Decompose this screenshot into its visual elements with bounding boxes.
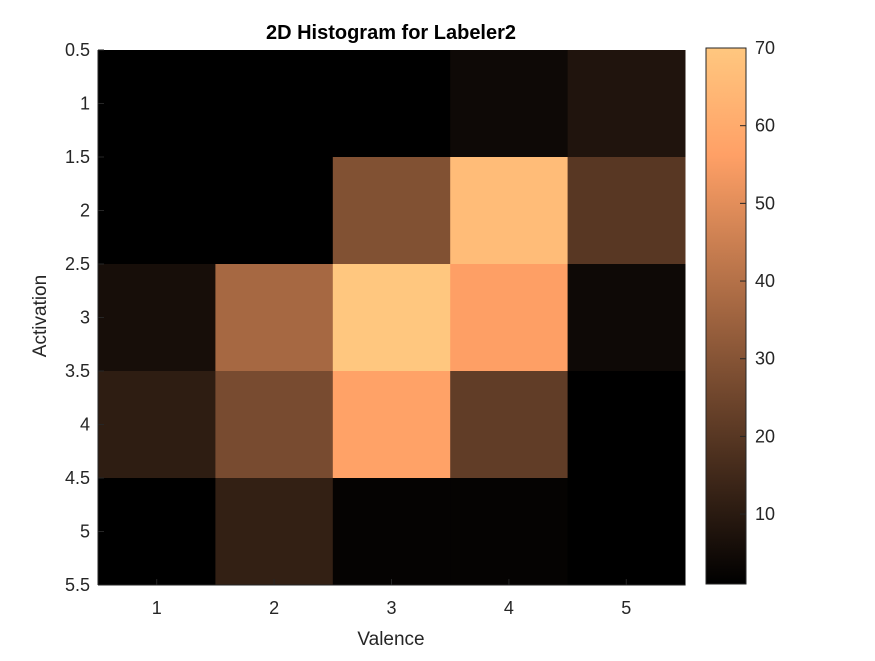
heatmap-cell: [332, 50, 451, 158]
heatmap-cell: [332, 157, 451, 265]
heatmap-cell: [567, 157, 686, 265]
colorbar-tick-label: 30: [755, 349, 775, 369]
y-tick-label: 2.5: [65, 254, 90, 274]
colorbar-tick-label: 70: [755, 38, 775, 58]
y-tick-label: 1: [80, 94, 90, 114]
x-tick-label: 4: [504, 598, 514, 618]
y-tick-label: 3: [80, 308, 90, 328]
colorbar-tick-label: 60: [755, 116, 775, 136]
heatmap-cell: [98, 371, 216, 479]
colorbar-tick-label: 10: [755, 504, 775, 524]
y-tick-label: 1.5: [65, 147, 90, 167]
chart-title: 2D Histogram for Labeler2: [266, 22, 516, 44]
heatmap-cell: [215, 478, 334, 586]
y-tick-label: 0.5: [65, 40, 90, 60]
x-tick-label: 2: [269, 598, 279, 618]
colorbar: [705, 47, 747, 585]
heatmap-cell: [215, 264, 334, 372]
heatmap-cell: [98, 50, 216, 158]
y-tick-label: 5.5: [65, 575, 90, 595]
y-tick-label: 5: [80, 522, 90, 542]
heatmap-cell: [98, 264, 216, 372]
heatmap-cell: [332, 264, 451, 372]
x-tick-label: 1: [152, 598, 162, 618]
y-tick-label: 2: [80, 201, 90, 221]
heatmap-cell: [450, 50, 569, 158]
heatmap-cell: [98, 478, 216, 586]
heatmap-cell: [98, 157, 216, 265]
colorbar-tick-label: 20: [755, 426, 775, 446]
heatmap-cell: [215, 371, 334, 479]
heatmap-cell: [567, 50, 686, 158]
heatmap-cell: [215, 157, 334, 265]
y-tick-label: 4.5: [65, 468, 90, 488]
heatmap-cell: [332, 371, 451, 479]
heatmap-cell: [450, 157, 569, 265]
y-axis-label: Activation: [30, 275, 51, 357]
x-axis-label: Valence: [357, 629, 424, 650]
heatmap-cell: [567, 371, 686, 479]
heatmap-cell: [450, 264, 569, 372]
heatmap-cell: [450, 371, 569, 479]
heatmap-cell: [567, 478, 686, 586]
colorbar-tick-label: 40: [755, 271, 775, 291]
heatmap-cell: [215, 50, 334, 158]
y-tick-label: 3.5: [65, 361, 90, 381]
heatmap-cell: [567, 264, 686, 372]
colorbar-tick-label: 50: [755, 193, 775, 213]
heatmap-cell: [450, 478, 569, 586]
x-tick-label: 5: [621, 598, 631, 618]
heatmap-cell: [332, 478, 451, 586]
y-tick-label: 4: [80, 415, 90, 435]
x-tick-label: 3: [386, 598, 396, 618]
